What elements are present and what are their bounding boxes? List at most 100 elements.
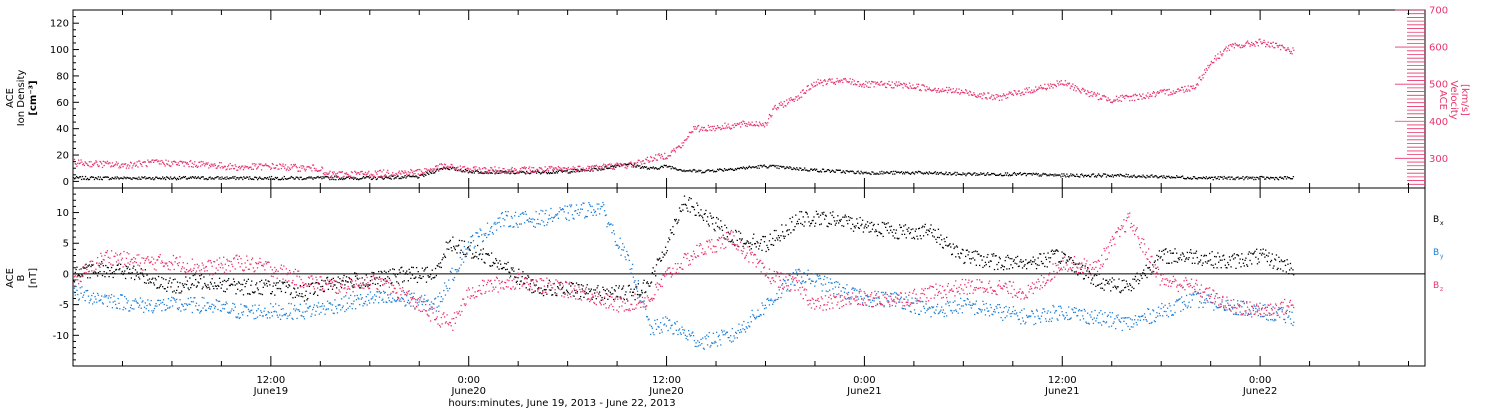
- bx-point-1048: [936, 236, 939, 239]
- velocity-point-755: [695, 128, 697, 131]
- bx-point-721: [667, 241, 669, 243]
- density-point-419: [487, 172, 489, 175]
- density-point-429: [497, 172, 499, 174]
- density-point-593: [659, 166, 661, 169]
- density-point-1108: [1169, 176, 1171, 179]
- by-point-167: [210, 306, 212, 308]
- bx-point-296: [317, 294, 319, 297]
- bx-point-590: [559, 284, 561, 286]
- velocity-point-1383: [1213, 61, 1215, 64]
- bx-point-1435: [1256, 248, 1258, 250]
- by-series: [73, 201, 1295, 350]
- density-point-400: [468, 170, 471, 172]
- by-point-581: [551, 220, 554, 222]
- bx-point-182: [223, 290, 225, 292]
- bx-point-1070: [955, 256, 957, 258]
- bx-point-901: [815, 210, 818, 213]
- bx-point-585: [555, 294, 557, 296]
- velocity-point-173: [215, 167, 217, 169]
- bx-point-1279: [1127, 285, 1129, 288]
- bx-point-1320: [1161, 250, 1163, 253]
- velocity-point-525: [505, 172, 508, 175]
- velocity-point-1462: [1278, 45, 1280, 47]
- bx-point-1109: [987, 253, 989, 256]
- velocity-point-1364: [1197, 84, 1199, 86]
- velocity-point-1094: [974, 95, 977, 97]
- by-point-446: [440, 296, 442, 298]
- velocity-point-463: [454, 168, 456, 170]
- bx-point-269: [294, 296, 297, 298]
- by-point-595: [563, 211, 565, 213]
- velocity-point-1403: [1229, 44, 1231, 46]
- density-point-923: [986, 173, 988, 175]
- bx-point-1332: [1171, 262, 1173, 264]
- velocity-point-1257: [1109, 98, 1111, 101]
- by-point-36: [102, 303, 104, 305]
- bx-point-159: [204, 282, 206, 285]
- density-point-949: [1011, 174, 1014, 176]
- bx-point-1190: [1054, 252, 1056, 255]
- bx-point-373: [380, 270, 382, 273]
- bx-point-1222: [1080, 268, 1082, 271]
- by-point-448: [442, 298, 444, 300]
- bx-point-363: [372, 282, 374, 285]
- density-point-214: [284, 178, 286, 180]
- velocity-point-784: [719, 126, 721, 129]
- density-point-78: [150, 178, 152, 180]
- density-point-564: [630, 163, 633, 165]
- velocity-point-1316: [1157, 92, 1160, 94]
- velocity-point-348: [359, 171, 362, 173]
- velocity-point-1097: [977, 94, 979, 96]
- velocity-point-199: [237, 169, 239, 171]
- velocity-point-1324: [1164, 93, 1166, 95]
- velocity-point-1137: [1010, 91, 1012, 94]
- density-point-0: [73, 177, 75, 179]
- velocity-point-545: [522, 166, 524, 169]
- bx-point-1413: [1237, 255, 1240, 257]
- density-point-582: [648, 168, 651, 170]
- bx-point-523: [504, 262, 506, 265]
- velocity-point-532: [511, 166, 513, 169]
- density-point-761: [825, 170, 828, 172]
- velocity-point-603: [570, 168, 572, 170]
- density-point-1009: [1071, 175, 1073, 177]
- bx-point-1388: [1217, 252, 1219, 254]
- velocity-point-109: [162, 162, 165, 164]
- density-point-271: [341, 177, 343, 179]
- bx-point-6: [77, 274, 80, 276]
- velocity-point-902: [816, 84, 818, 86]
- bx-point-163: [207, 284, 209, 286]
- velocity-point-21: [90, 161, 92, 163]
- bx-point-12: [82, 267, 85, 269]
- bx-point-1154: [1024, 264, 1026, 266]
- by-point-89: [146, 304, 148, 307]
- velocity-point-961: [865, 80, 867, 83]
- density-point-798: [862, 173, 864, 175]
- velocity-point-499: [484, 167, 486, 169]
- by-point-346: [358, 298, 360, 300]
- bx-point-893: [809, 225, 811, 227]
- by-point-519: [500, 213, 503, 215]
- by-point-230: [262, 315, 264, 317]
- velocity-point-432: [429, 169, 431, 172]
- by-point-418: [417, 304, 419, 306]
- density-point-398: [466, 169, 469, 172]
- bx-point-1131: [1005, 256, 1007, 258]
- density-point-567: [633, 163, 636, 165]
- bx-point-1282: [1129, 284, 1132, 287]
- velocity-point-807: [738, 123, 740, 125]
- velocity-point-410: [411, 169, 413, 172]
- density-point-153: [224, 176, 226, 179]
- velocity-point-516: [498, 167, 500, 169]
- density-point-63: [135, 178, 137, 180]
- velocity-point-1120: [996, 96, 998, 98]
- density-point-284: [353, 177, 356, 179]
- bx-point-814: [744, 242, 746, 245]
- velocity-point-888: [805, 92, 807, 95]
- bx-point-553: [528, 288, 531, 290]
- velocity-point-161: [205, 162, 208, 164]
- bx-point-8: [79, 276, 81, 278]
- bx-point-781: [716, 225, 719, 228]
- by-point-358: [368, 299, 370, 302]
- bx-point-965: [868, 231, 870, 233]
